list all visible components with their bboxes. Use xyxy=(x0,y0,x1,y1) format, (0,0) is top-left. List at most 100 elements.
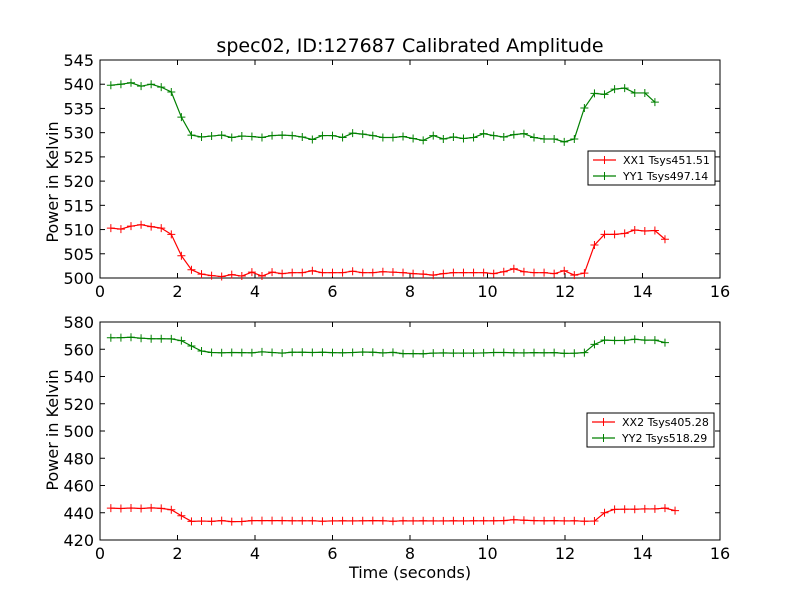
bottom-series-marker-1 xyxy=(590,340,599,349)
bottom-series-marker-0 xyxy=(197,517,206,526)
top-series-marker-1 xyxy=(570,134,579,143)
top-series-marker-1 xyxy=(409,134,418,143)
bottom-series-marker-1 xyxy=(116,333,125,342)
top-series-marker-1 xyxy=(167,87,176,96)
top-series-marker-0 xyxy=(288,268,297,277)
bottom-series-marker-0 xyxy=(278,516,287,525)
bottom-series-marker-0 xyxy=(137,504,146,513)
top-series-marker-0 xyxy=(620,229,629,238)
top-legend-marker-0 xyxy=(600,156,609,164)
bottom-x-tick-label: 0 xyxy=(95,544,105,563)
top-series-marker-0 xyxy=(570,271,579,280)
top-series-marker-0 xyxy=(509,264,518,273)
bottom-series-marker-0 xyxy=(247,516,256,525)
bottom-y-axis-label: Power in Kelvin xyxy=(43,369,62,490)
bottom-series-marker-0 xyxy=(298,516,307,525)
top-series-marker-0 xyxy=(409,269,418,278)
top-x-tick-label: 8 xyxy=(405,282,415,301)
bottom-series-marker-0 xyxy=(580,517,589,526)
bottom-series-marker-0 xyxy=(358,516,367,525)
bottom-series-marker-0 xyxy=(167,505,176,514)
bottom-series-marker-0 xyxy=(530,516,538,525)
top-legend-box xyxy=(587,150,716,186)
bottom-series-marker-1 xyxy=(358,347,367,356)
bottom-series-marker-1 xyxy=(187,341,196,350)
top-series-marker-1 xyxy=(429,131,438,140)
top-legend-label-1: YY1 Tsys497.14 xyxy=(622,170,708,183)
bottom-y-tick-label: 440 xyxy=(63,504,94,523)
top-series-marker-1 xyxy=(197,133,206,142)
top-series-marker-1 xyxy=(278,131,287,140)
bottom-y-tick-label: 420 xyxy=(63,531,94,550)
bottom-series-marker-1 xyxy=(368,348,377,357)
bottom-series-marker-0 xyxy=(308,516,317,525)
top-series-marker-1 xyxy=(257,133,266,142)
top-series-marker-0 xyxy=(550,269,559,278)
top-series-marker-1 xyxy=(348,129,357,138)
bottom-legend-label-1: YY2 Tsys518.29 xyxy=(621,432,707,445)
top-series-marker-0 xyxy=(540,268,549,277)
top-series-marker-0 xyxy=(429,271,438,280)
top-x-tick-label: 10 xyxy=(477,282,497,301)
bottom-series-marker-0 xyxy=(590,517,599,526)
bottom-series-marker-1 xyxy=(479,348,488,357)
top-series-marker-1 xyxy=(449,133,458,142)
bottom-series-marker-0 xyxy=(338,516,347,525)
top-series-marker-1 xyxy=(489,131,498,140)
bottom-series-marker-1 xyxy=(459,349,468,358)
bottom-series-marker-0 xyxy=(399,516,408,525)
top-y-tick-label: 535 xyxy=(63,99,94,118)
top-series-marker-1 xyxy=(217,131,226,140)
top-series-marker-0 xyxy=(479,268,488,277)
top-series-marker-1 xyxy=(499,133,508,142)
bottom-series-marker-0 xyxy=(499,516,508,525)
bottom-series-marker-1 xyxy=(308,348,317,357)
bottom-series-marker-1 xyxy=(640,336,649,345)
bottom-x-tick-label: 10 xyxy=(477,544,497,563)
bottom-series-marker-1 xyxy=(348,348,357,357)
top-series-marker-1 xyxy=(358,130,367,139)
bottom-series-marker-1 xyxy=(257,347,266,356)
top-series-marker-0 xyxy=(268,268,277,277)
top-series-marker-0 xyxy=(137,220,146,229)
bottom-series-marker-1 xyxy=(519,348,528,357)
bottom-series-marker-1 xyxy=(237,348,246,357)
top-series-marker-0 xyxy=(660,235,669,244)
bottom-y-tick-label: 520 xyxy=(63,395,94,414)
top-series-marker-1 xyxy=(308,135,317,144)
bottom-series-marker-0 xyxy=(479,516,488,525)
bottom-series-marker-1 xyxy=(167,334,176,343)
top-series-marker-0 xyxy=(177,251,186,260)
top-series-marker-0 xyxy=(358,268,367,277)
top-y-tick-label: 545 xyxy=(63,51,94,70)
top-series-marker-1 xyxy=(338,133,347,142)
bottom-series-marker-1 xyxy=(560,349,569,358)
bottom-axes: 0 2 4 6 8 10 12 14 16 420 440 460 480 500 520 540 560 580… xyxy=(63,313,730,563)
bottom-series-marker-1 xyxy=(298,348,307,357)
bottom-series-marker-1 xyxy=(409,349,418,358)
bottom-series-marker-0 xyxy=(650,504,659,513)
top-series-marker-0 xyxy=(459,268,468,277)
bottom-series-marker-1 xyxy=(660,338,669,347)
top-series-marker-1 xyxy=(550,134,559,143)
top-series-marker-1 xyxy=(650,98,659,107)
top-axes: 0 2 4 6 8 10 12 14 16 500 505 510 515 520 525 530 535 540… xyxy=(63,51,730,301)
top-series-marker-0 xyxy=(127,222,135,231)
top-series-marker-1 xyxy=(237,132,246,141)
top-series-marker-0 xyxy=(207,271,216,280)
bottom-series-marker-0 xyxy=(348,516,357,525)
top-series-marker-0 xyxy=(167,230,176,239)
top-series-marker-1 xyxy=(479,129,488,138)
bottom-series-marker-1 xyxy=(157,334,166,343)
bottom-series-marker-0 xyxy=(257,516,266,525)
top-series-marker-1 xyxy=(187,131,196,140)
bottom-series-marker-0 xyxy=(116,504,125,513)
top-series-marker-1 xyxy=(116,80,125,89)
bottom-series-marker-1 xyxy=(469,349,478,358)
top-series-marker-0 xyxy=(439,269,448,278)
top-series-marker-0 xyxy=(328,268,337,277)
top-series-marker-1 xyxy=(530,133,538,142)
bottom-series-marker-1 xyxy=(610,336,619,345)
bottom-x-tick-label: 4 xyxy=(250,544,260,563)
